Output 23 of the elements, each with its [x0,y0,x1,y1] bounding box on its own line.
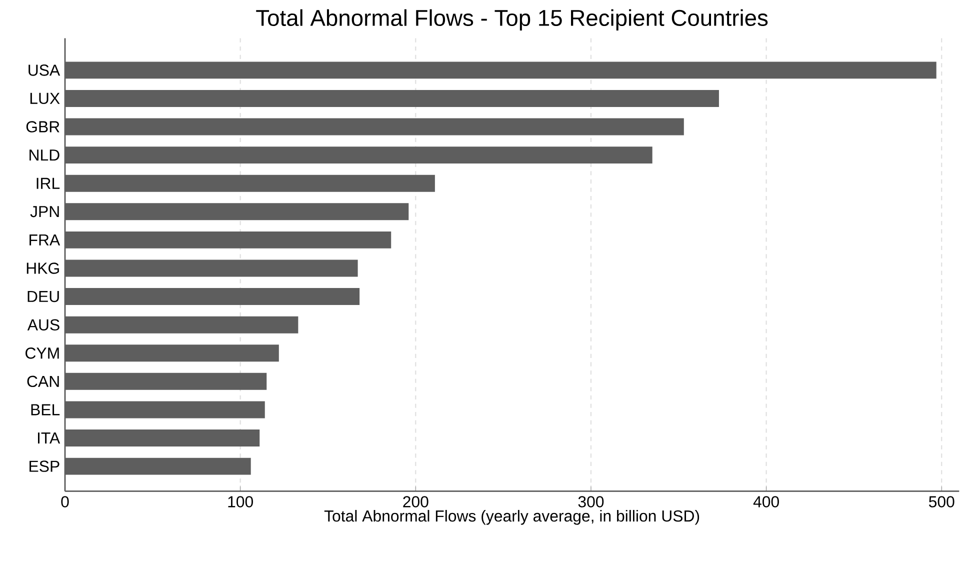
y-tick-label: IRL [36,178,60,189]
y-tick-label: JPN [30,206,59,218]
chart-title: Total Abnormal Flows - Top 15 Recipient Countries [256,9,768,30]
y-tick-label: LUX [30,92,60,104]
x-tick-label: 100 [228,496,253,508]
y-tick-label: CYM [26,347,59,359]
y-tick-label: CAN [27,376,59,387]
x-tick-label: 400 [753,496,779,508]
y-tick-label: DEU [28,290,59,302]
x-axis-title: Total Abnormal Flows (yearly average, in billion USD) [324,510,700,525]
x-tick-label: 0 [61,496,69,508]
y-tick-label: ITA [38,432,60,444]
y-tick-label: USA [28,64,60,76]
x-tick-label: 200 [403,496,428,508]
y-tick-label: BEL [31,404,60,416]
y-tick-label: HKG [26,262,59,274]
x-tick-label: 500 [928,496,954,508]
y-tick-label: AUS [27,319,60,330]
y-tick-label: GBR [26,121,60,132]
y-tick-label: FRA [30,234,60,246]
x-tick-label: 300 [578,496,604,508]
y-tick-label: NLD [30,150,60,160]
y-tick-label: ESP [30,460,60,472]
